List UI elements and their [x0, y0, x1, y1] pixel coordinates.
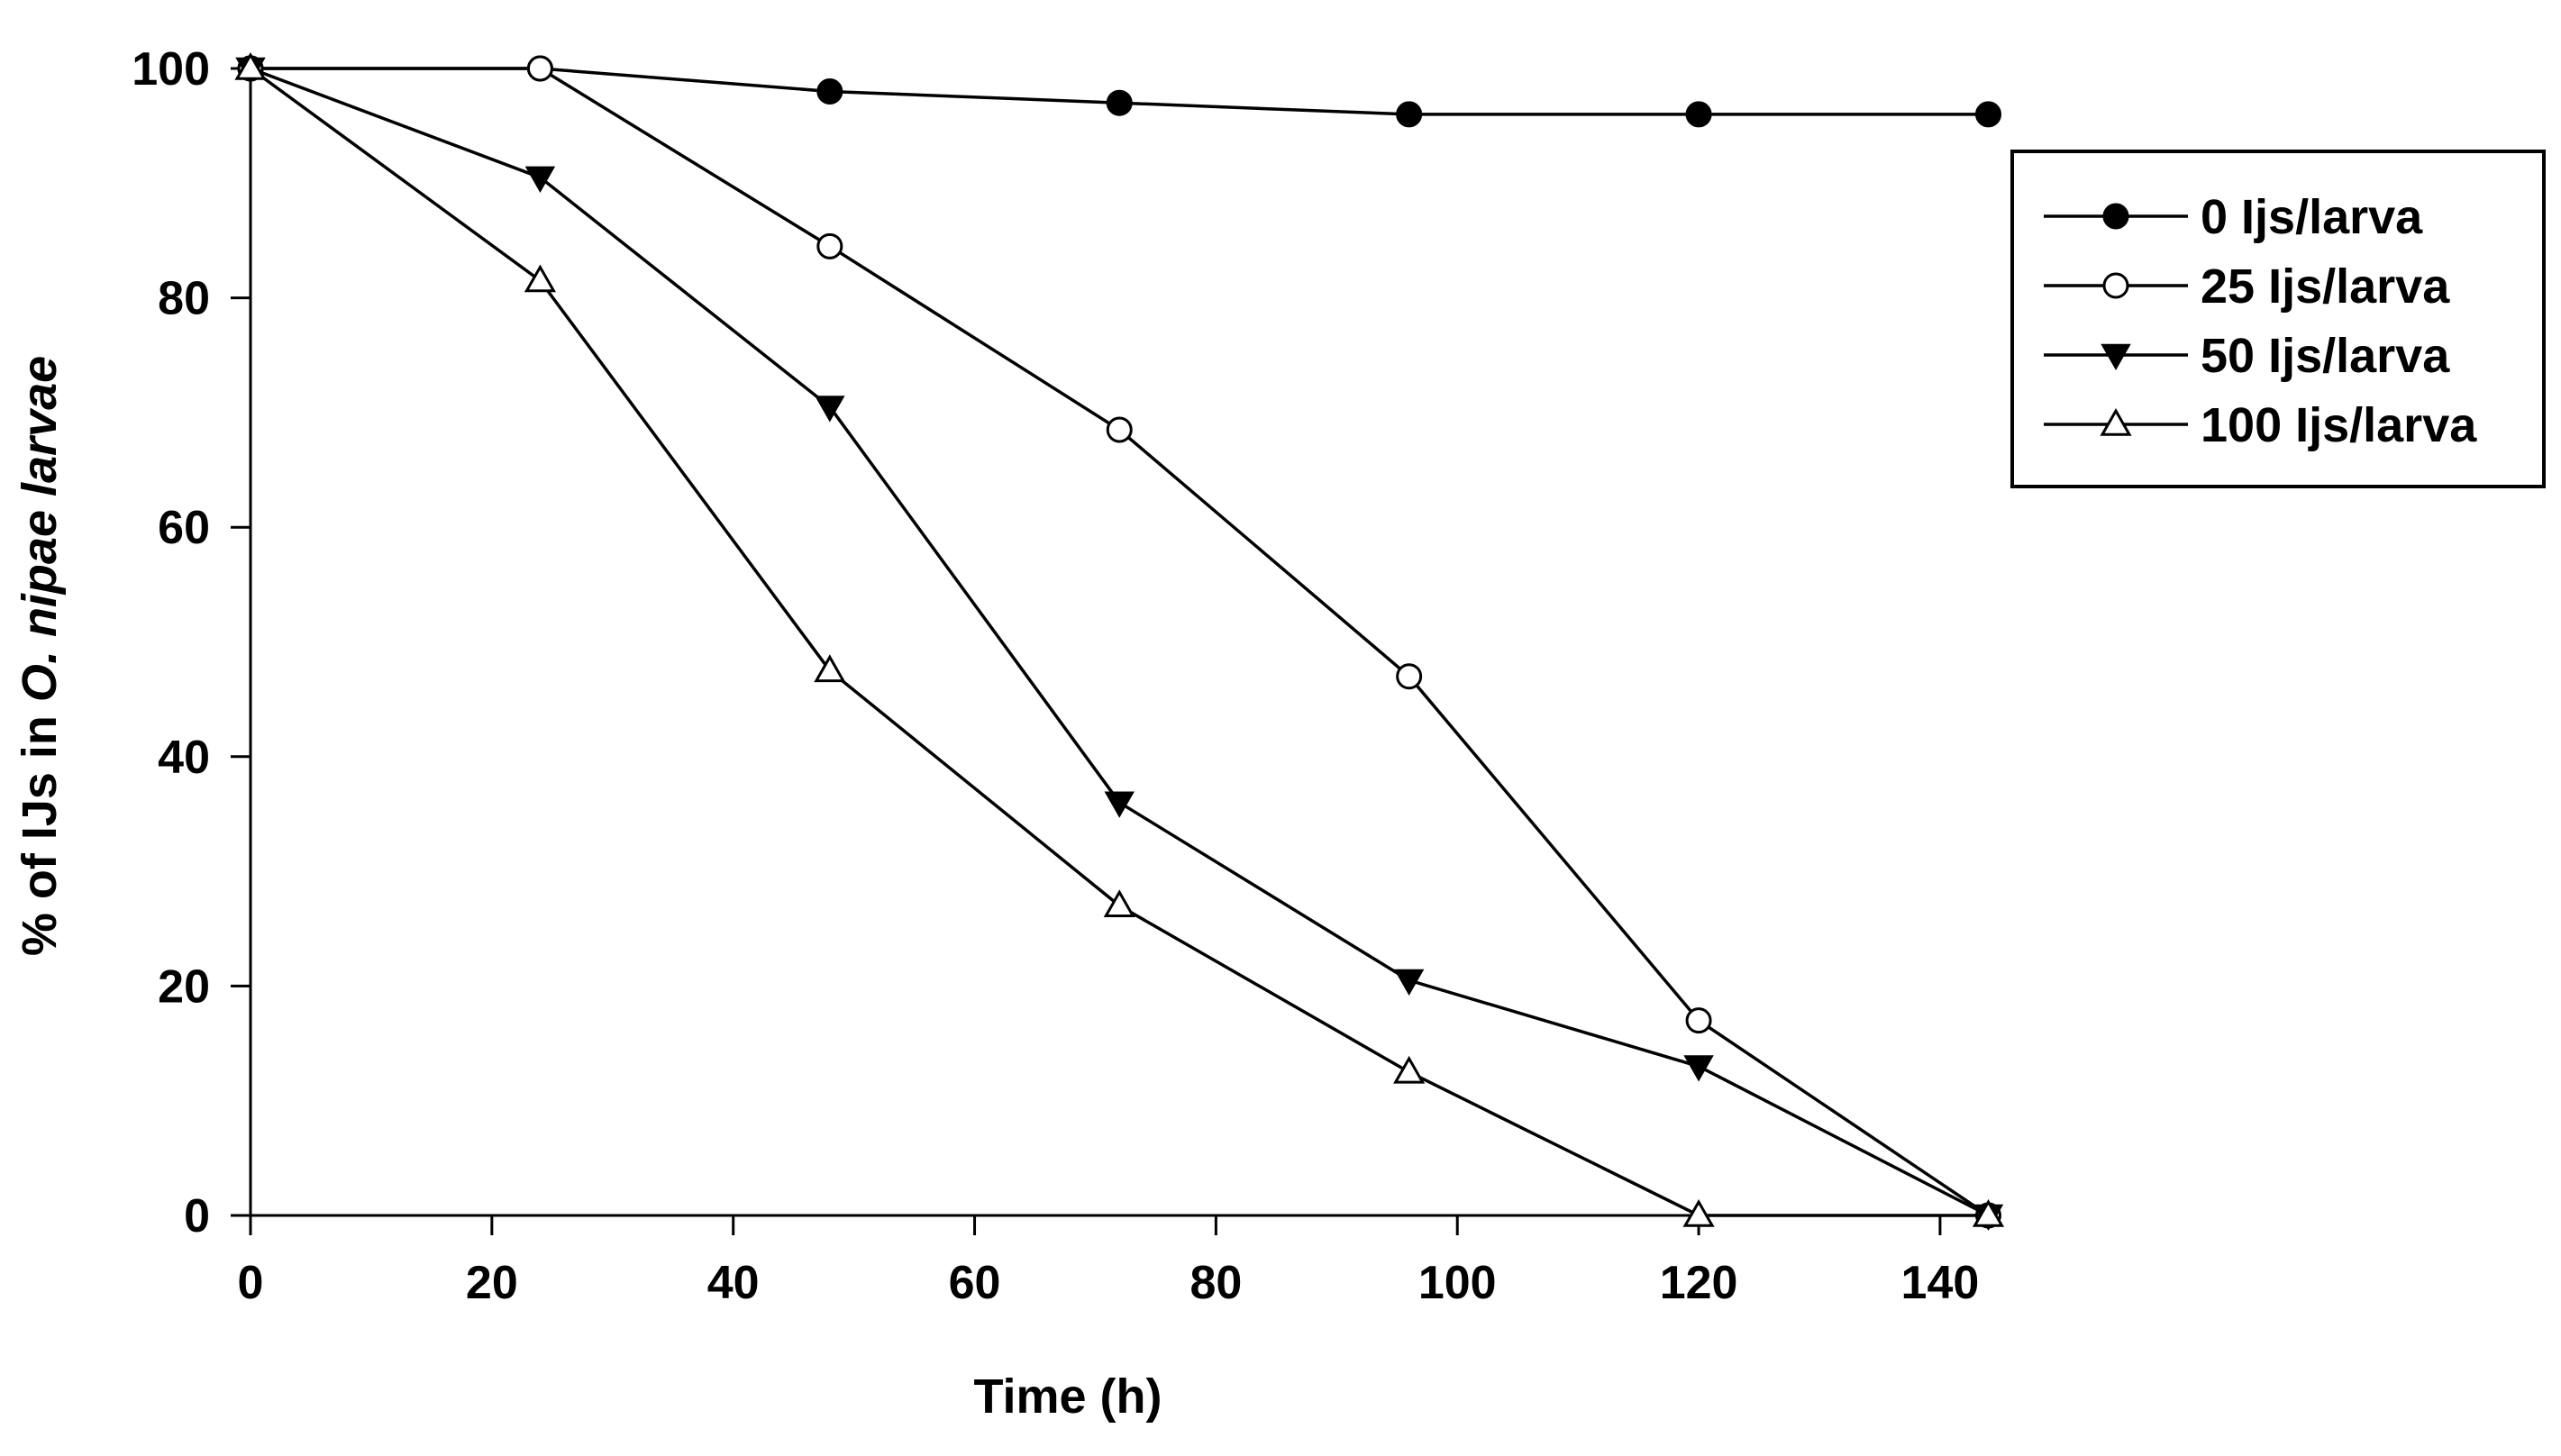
data-point	[1106, 416, 1133, 443]
legend-label: 25 Ijs/larva	[2201, 259, 2450, 314]
data-point	[1972, 1198, 2005, 1227]
legend-label: 0 Ijs/larva	[2201, 190, 2423, 244]
data-point	[1104, 791, 1135, 818]
data-point	[526, 55, 553, 82]
data-point	[1683, 1055, 1714, 1082]
x-tick-label: 140	[1901, 1257, 1980, 1309]
legend-box	[2010, 150, 2546, 488]
series-3	[234, 51, 2005, 1227]
x-tick-label: 60	[949, 1257, 1001, 1309]
legend-label: 50 Ijs/larva	[2201, 329, 2450, 383]
legend-marker	[2100, 407, 2132, 436]
series-line	[250, 67, 1990, 1217]
data-point	[1396, 663, 1423, 690]
x-tick-label: 100	[1418, 1257, 1497, 1309]
data-point	[1685, 1007, 1712, 1034]
y-axis-title-text: % of IJs in	[13, 702, 67, 956]
x-axis-title: Time (h)	[973, 1370, 1162, 1424]
legend-marker	[2102, 203, 2129, 230]
legend-entry: 50 Ijs/larva	[2044, 329, 2450, 383]
series-line	[249, 67, 1989, 1217]
x-tick-label: 40	[707, 1257, 760, 1309]
data-point	[1974, 101, 2001, 128]
legend-label: 100 Ijs/larva	[2201, 398, 2477, 452]
x-tick-label: 80	[1189, 1257, 1242, 1309]
data-point	[814, 654, 846, 683]
legend-entry: 25 Ijs/larva	[2044, 259, 2450, 314]
legend-marker	[2102, 272, 2129, 299]
legend-marker	[2101, 343, 2131, 371]
y-tick-label: 100	[132, 43, 210, 96]
data-point	[234, 51, 267, 80]
legend-entry: 0 Ijs/larva	[2044, 190, 2423, 244]
axes: 0 20 40 60 80 100 120 140 0 20 40 60 80 100	[132, 43, 1979, 1309]
data-point	[1106, 89, 1133, 116]
x-tick-label: 120	[1660, 1257, 1738, 1309]
series-1	[237, 55, 2001, 1229]
data-point	[1103, 889, 1135, 918]
y-tick-label: 0	[184, 1190, 210, 1242]
data-point	[1393, 969, 1425, 996]
y-tick-label: 60	[158, 502, 210, 554]
data-point	[816, 77, 843, 105]
data-point	[1393, 1055, 1426, 1084]
data-point	[524, 264, 557, 293]
x-tick-label: 20	[466, 1257, 518, 1309]
x-tick-label: 0	[238, 1257, 264, 1309]
data-point	[815, 396, 845, 423]
y-tick-label: 80	[158, 273, 210, 325]
y-axis-title: % of IJs in O. nipae larvae	[13, 356, 67, 956]
y-tick-label: 20	[158, 960, 210, 1013]
data-point	[1396, 101, 1423, 128]
legend: 0 Ijs/larva 25 Ijs/larva 50 Ijs/larva 100 I…	[2010, 150, 2546, 488]
data-point	[1682, 1198, 1715, 1227]
y-tick-label: 40	[158, 732, 210, 784]
series-layer	[234, 51, 2005, 1232]
legend-entry: 100 Ijs/larva	[2044, 398, 2477, 452]
y-axis-title-italic: O. nipae larvae	[13, 356, 67, 702]
data-point	[816, 232, 843, 259]
data-point	[524, 166, 556, 193]
series-line	[251, 67, 1990, 1217]
series-2	[235, 57, 2004, 1232]
data-point	[1685, 101, 1712, 128]
